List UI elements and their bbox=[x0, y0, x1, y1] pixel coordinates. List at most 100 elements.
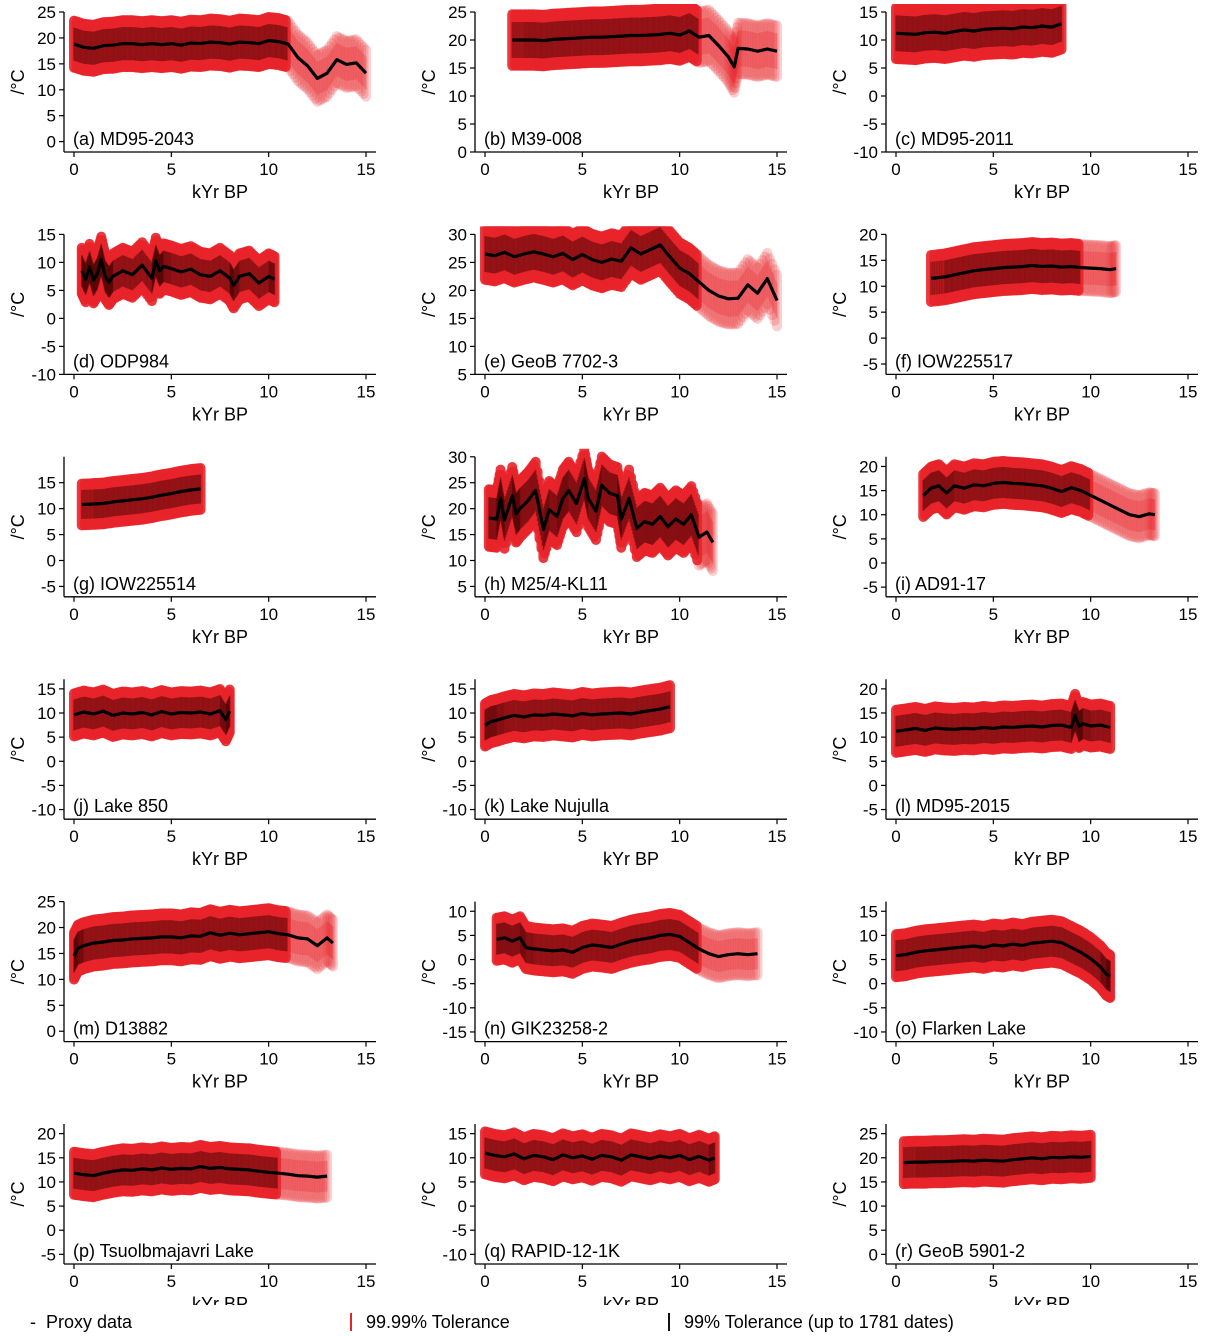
y-tick-label: 20 bbox=[37, 29, 56, 48]
y-tick-label: 20 bbox=[448, 281, 467, 300]
y-tick-label: 0 bbox=[458, 951, 467, 970]
y-tick-label: 15 bbox=[448, 59, 467, 78]
x-axis-label: kYr BP bbox=[603, 627, 659, 647]
y-tick-label: -10 bbox=[853, 1023, 878, 1042]
y-tick-label: 15 bbox=[37, 55, 56, 74]
y-axis-label: /°C bbox=[419, 292, 439, 317]
y-tick-label: 15 bbox=[859, 902, 878, 921]
x-tick-label: 0 bbox=[480, 1050, 489, 1069]
y-tick-label: 0 bbox=[869, 975, 878, 994]
y-tick-label: 10 bbox=[859, 728, 878, 747]
x-tick-label: 0 bbox=[69, 382, 78, 401]
y-tick-label: 10 bbox=[859, 506, 878, 525]
chart-panel-12: 0 5 10 15 20 25 0 5 10 15 kYr BP /°C (m) D13882 bbox=[8, 893, 376, 1092]
x-axis-label: kYr BP bbox=[1014, 627, 1070, 647]
y-tick-label: 5 bbox=[47, 281, 56, 300]
x-tick-label: 15 bbox=[768, 605, 787, 624]
y-tick-label: 25 bbox=[448, 253, 467, 272]
tolerance-band bbox=[69, 1139, 333, 1204]
y-tick-label: 15 bbox=[37, 680, 56, 699]
y-tick-label: 10 bbox=[859, 277, 878, 296]
y-tick-label: 5 bbox=[47, 526, 56, 545]
y-tick-label: 25 bbox=[37, 893, 56, 912]
chart-panel-9: -10 -5 0 5 10 15 0 5 10 15 kYr BP /°C (j) Lake 850 bbox=[8, 679, 376, 869]
x-tick-label: 15 bbox=[1179, 1050, 1198, 1069]
y-tick-label: 20 bbox=[859, 225, 878, 244]
x-tick-label: 0 bbox=[891, 605, 900, 624]
x-tick-label: 5 bbox=[989, 1050, 998, 1069]
tolerance-band bbox=[491, 907, 763, 984]
y-tick-label: -5 bbox=[863, 578, 878, 597]
y-tick-label: 0 bbox=[869, 329, 878, 348]
x-tick-label: 5 bbox=[989, 382, 998, 401]
proxy-data-line bbox=[512, 29, 778, 69]
y-tick-label: -5 bbox=[41, 337, 56, 356]
x-tick-label: 10 bbox=[259, 827, 278, 846]
x-tick-label: 0 bbox=[480, 827, 489, 846]
x-tick-label: 5 bbox=[578, 605, 587, 624]
y-tick-label: 10 bbox=[448, 87, 467, 106]
panel-label: (h) M25/4-KL11 bbox=[484, 574, 608, 594]
chart-panel-13: -15 -10 -5 0 5 10 0 5 10 15 kYr BP /°C (n) GIK23258-… bbox=[419, 901, 787, 1092]
proxy-data-line bbox=[895, 939, 1111, 978]
x-tick-label: 15 bbox=[768, 1050, 787, 1069]
x-tick-label: 5 bbox=[989, 605, 998, 624]
x-tick-label: 5 bbox=[578, 827, 587, 846]
y-tick-label: 5 bbox=[458, 926, 467, 945]
y-tick-label: -5 bbox=[41, 776, 56, 795]
y-axis-label: /°C bbox=[419, 737, 439, 762]
x-tick-label: 0 bbox=[69, 160, 78, 179]
x-axis-label: kYr BP bbox=[1014, 1072, 1070, 1092]
x-tick-label: 5 bbox=[167, 382, 176, 401]
y-tick-label: 10 bbox=[37, 704, 56, 723]
y-tick-label: -10 bbox=[442, 801, 467, 820]
proxy-data-line bbox=[484, 243, 779, 302]
x-tick-label: 15 bbox=[357, 1050, 376, 1069]
y-tick-label: 15 bbox=[448, 309, 467, 328]
y-tick-label: -10 bbox=[853, 143, 878, 162]
x-axis-label: kYr BP bbox=[1014, 182, 1070, 202]
tolerance-9999-mark bbox=[224, 684, 235, 738]
y-tick-label: 15 bbox=[859, 482, 878, 501]
x-tick-label: 15 bbox=[1179, 605, 1198, 624]
proxy-data-line bbox=[496, 932, 758, 959]
panel-label: (i) AD91-17 bbox=[895, 574, 986, 594]
y-tick-label: 5 bbox=[47, 728, 56, 747]
chart-panel-5: -5 0 5 10 15 20 0 5 10 15 kYr BP /°C (f) IOW225517 bbox=[830, 225, 1198, 424]
x-tick-label: 15 bbox=[357, 382, 376, 401]
tolerance-band bbox=[918, 455, 1160, 544]
x-tick-label: 10 bbox=[1081, 827, 1100, 846]
proxy-data-line bbox=[930, 263, 1117, 281]
chart-panel-6: -5 0 5 10 15 0 5 10 15 kYr BP /°C (g) IOW225514 bbox=[8, 456, 376, 647]
x-axis-label: kYr BP bbox=[1014, 404, 1070, 424]
tolerance-9999-mark bbox=[1105, 700, 1116, 755]
chart-panel-14: -10 -5 0 5 10 15 0 5 10 15 kYr BP /°C (o) Flarken La… bbox=[830, 901, 1198, 1092]
proxy-data-line bbox=[73, 709, 232, 722]
y-tick-label: 15 bbox=[37, 474, 56, 493]
tolerance-9999-mark bbox=[752, 927, 763, 981]
proxy-data-line bbox=[895, 713, 1111, 733]
x-axis-label: kYr BP bbox=[192, 1072, 248, 1092]
chart-panel-10: -10 -5 0 5 10 15 0 5 10 15 kYr BP /°C (k) Lake Nujul… bbox=[419, 679, 787, 869]
x-axis-label: kYr BP bbox=[192, 849, 248, 869]
y-axis-label: /°C bbox=[830, 959, 850, 984]
y-tick-label: 15 bbox=[448, 680, 467, 699]
x-tick-label: 5 bbox=[167, 1050, 176, 1069]
y-tick-label: 5 bbox=[869, 303, 878, 322]
y-tick-label: -15 bbox=[442, 1023, 467, 1042]
y-tick-label: 0 bbox=[458, 143, 467, 162]
y-axis-label: /°C bbox=[830, 737, 850, 762]
x-axis-label: kYr BP bbox=[192, 404, 248, 424]
proxy-data-line bbox=[488, 477, 715, 544]
y-tick-label: -5 bbox=[452, 776, 467, 795]
y-axis-label: /°C bbox=[8, 514, 28, 539]
y-tick-label: 10 bbox=[448, 337, 467, 356]
panel-label: (m) D13882 bbox=[73, 1019, 168, 1039]
x-tick-label: 10 bbox=[670, 605, 689, 624]
x-tick-label: 15 bbox=[357, 160, 376, 179]
y-axis-label: /°C bbox=[419, 69, 439, 94]
y-tick-label: 20 bbox=[448, 500, 467, 519]
